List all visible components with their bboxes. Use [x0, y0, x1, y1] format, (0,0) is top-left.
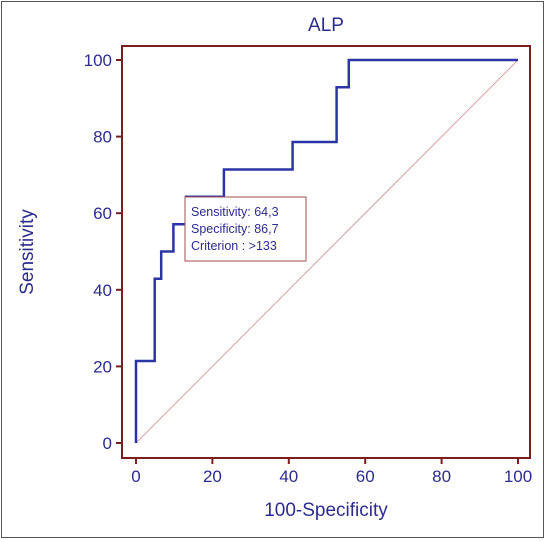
annotation-line: Specificity: 86,7: [191, 222, 279, 236]
y-axis-title: Sensitivity: [17, 209, 38, 295]
y-tick-label: 20: [93, 357, 112, 376]
x-tick-label: 20: [203, 467, 222, 486]
y-tick-label: 60: [93, 204, 112, 223]
annotation-line: Sensitivity: 64,3: [191, 205, 279, 219]
x-tick-label: 100: [504, 467, 532, 486]
y-tick-label: 40: [93, 281, 112, 300]
y-tick-label: 80: [93, 128, 112, 147]
x-tick-label: 40: [279, 467, 298, 486]
x-tick-label: 0: [131, 467, 140, 486]
y-tick-label: 100: [84, 51, 112, 70]
reference-diagonal: [135, 59, 519, 444]
annotation-line: Criterion : >133: [191, 239, 277, 253]
plot-area: 0 20 40 60 80 100 0 20 40 60 80 100 Sensitivity: 64,…: [84, 45, 532, 486]
x-tick-label: 60: [356, 467, 375, 486]
annotation-box: [184, 196, 307, 262]
x-tick-label: 80: [432, 467, 451, 486]
x-axis-title: 100-Specificity: [264, 500, 388, 521]
y-tick-label: 0: [103, 434, 112, 453]
chart-title: ALP: [308, 15, 344, 36]
plot-border: [121, 45, 531, 459]
